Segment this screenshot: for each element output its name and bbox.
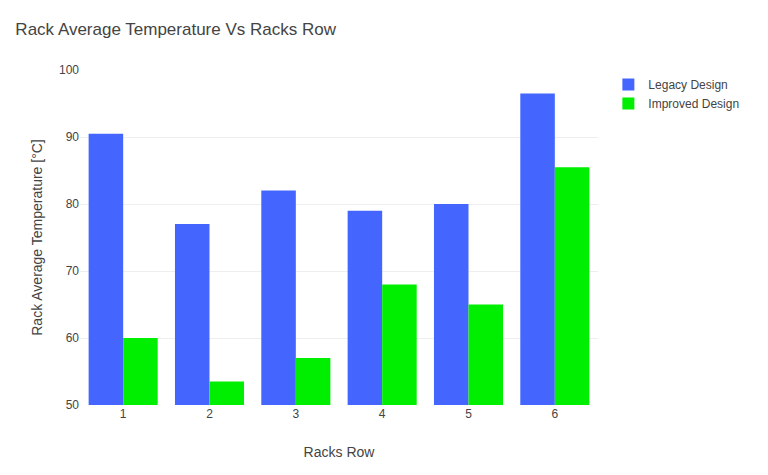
svg-text:80: 80 <box>66 197 80 211</box>
svg-text:5: 5 <box>465 407 472 421</box>
svg-text:90: 90 <box>66 130 80 144</box>
svg-text:100: 100 <box>59 63 79 77</box>
svg-text:50: 50 <box>66 398 80 412</box>
svg-text:70: 70 <box>66 264 80 278</box>
svg-text:2: 2 <box>206 407 213 421</box>
svg-text:6: 6 <box>551 407 558 421</box>
svg-text:1: 1 <box>120 407 127 421</box>
svg-text:Improved Design: Improved Design <box>648 97 739 111</box>
svg-text:Rack Average Temperature Vs Ra: Rack Average Temperature Vs Racks Row <box>15 20 336 39</box>
svg-text:Rack Average Temperature [°C]: Rack Average Temperature [°C] <box>29 139 45 336</box>
svg-text:4: 4 <box>379 407 386 421</box>
svg-text:3: 3 <box>292 407 299 421</box>
svg-text:Legacy Design: Legacy Design <box>648 78 727 92</box>
svg-text:60: 60 <box>66 331 80 345</box>
svg-text:Racks Row: Racks Row <box>304 444 376 460</box>
